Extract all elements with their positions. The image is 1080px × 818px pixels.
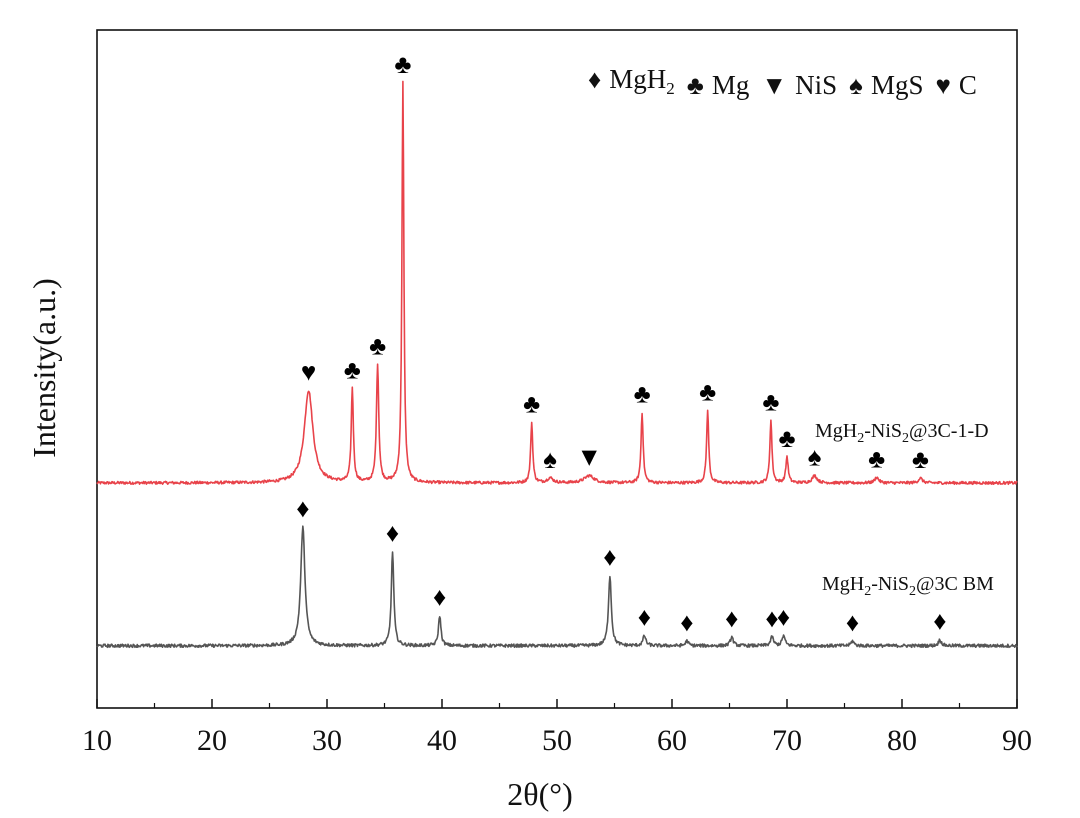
- series-labels: MgH2-NiS2@3C-1-D MgH2-NiS2@3C BM: [815, 420, 994, 599]
- x-tick-label-40: 40: [427, 724, 457, 757]
- peak-marker-1-1: ♦: [386, 518, 399, 547]
- peak-marker-1-8: ♦: [777, 603, 790, 632]
- peak-marker-0-7: ♣: [634, 380, 651, 409]
- peak-marker-0-6: ▼: [576, 443, 602, 472]
- x-tick-label-90: 90: [1002, 724, 1032, 757]
- x-tick-label-70: 70: [772, 724, 802, 757]
- peak-marker-0-4: ♣: [523, 390, 540, 419]
- series-line-1: [96, 525, 1018, 649]
- legend: ♦ MgH2 ♣ Mg ▼ NiS ♠ MgS ♥ C: [588, 64, 977, 100]
- peak-marker-1-9: ♦: [846, 608, 859, 637]
- peak-marker-0-0: ♥: [301, 357, 316, 386]
- legend-entries: ♦ MgH2 ♣ Mg ▼ NiS ♠ MgS ♥ C: [588, 64, 977, 100]
- peak-marker-0-1: ♣: [344, 355, 361, 384]
- peak-marker-0-12: ♣: [868, 444, 885, 473]
- x-axis-title: 2θ(°): [507, 776, 572, 812]
- y-axis-title: Intensity(a.u.): [26, 278, 62, 458]
- series-label-0: MgH2-NiS2@3C-1-D: [815, 420, 989, 446]
- peak-marker-1-3: ♦: [603, 542, 616, 571]
- x-axis-tick-labels: 10 20 30 40 50 60 70 80 90: [82, 724, 1032, 757]
- peak-marker-1-0: ♦: [296, 494, 309, 523]
- x-tick-label-60: 60: [657, 724, 687, 757]
- peak-marker-1-4: ♦: [638, 603, 651, 632]
- series-label-1: MgH2-NiS2@3C BM: [822, 573, 994, 599]
- x-tick-label-50: 50: [542, 724, 572, 757]
- peak-marker-0-9: ♣: [762, 388, 779, 417]
- x-axis-ticks: [96, 699, 1018, 708]
- x-tick-label-80: 80: [887, 724, 917, 757]
- peak-marker-1-2: ♦: [433, 583, 446, 612]
- series-line-0: [96, 80, 1018, 486]
- series-lines: [96, 80, 1018, 649]
- peak-marker-0-8: ♣: [699, 378, 716, 407]
- x-tick-label-10: 10: [82, 724, 112, 757]
- peak-marker-0-11: ♠: [808, 443, 822, 472]
- peak-marker-0-3: ♣: [394, 50, 411, 79]
- plot-frame: [96, 29, 1018, 709]
- peak-marker-1-7: ♦: [765, 604, 778, 633]
- peak-marker-0-5: ♠: [543, 445, 557, 474]
- peak-marker-0-13: ♣: [912, 445, 929, 474]
- x-tick-label-20: 20: [197, 724, 227, 757]
- peak-marker-1-5: ♦: [680, 608, 693, 637]
- peak-marker-0-10: ♣: [778, 424, 795, 453]
- peak-markers: ♥ ♣♣♣♣♠ ▼♣ ♣ ♣♣♠ ♣ ♣♦♦♦♦♦ ♦ ♦ ♦♦ ♦ ♦: [296, 50, 946, 637]
- x-tick-label-30: 30: [312, 724, 342, 757]
- peak-marker-0-2: ♣: [369, 331, 386, 360]
- peak-marker-1-10: ♦: [933, 607, 946, 636]
- peak-marker-1-6: ♦: [725, 604, 738, 633]
